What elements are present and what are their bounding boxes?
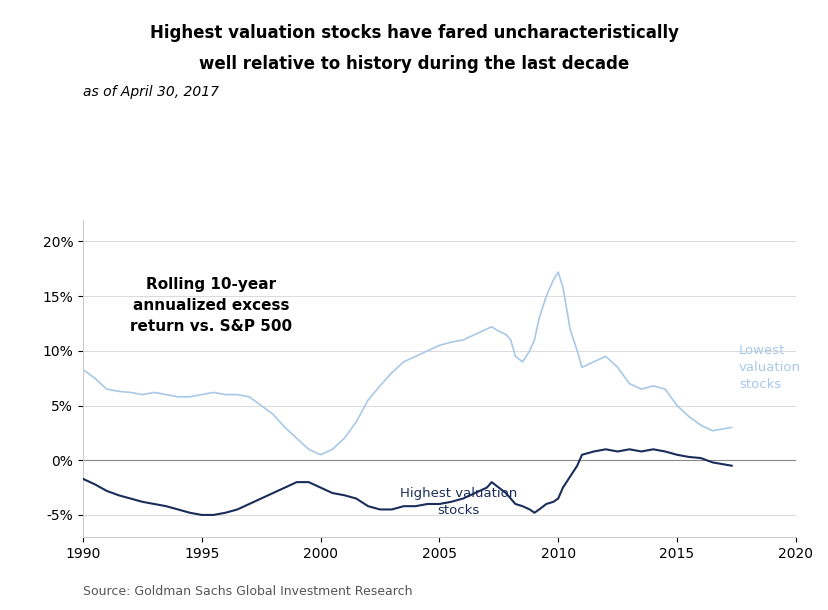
- Text: well relative to history during the last decade: well relative to history during the last…: [200, 55, 628, 73]
- Text: Source: Goldman Sachs Global Investment Research: Source: Goldman Sachs Global Investment …: [83, 585, 412, 598]
- Text: as of April 30, 2017: as of April 30, 2017: [83, 85, 219, 99]
- Text: Lowest
valuation
stocks: Lowest valuation stocks: [738, 344, 800, 391]
- Text: Rolling 10-year
annualized excess
return vs. S&P 500: Rolling 10-year annualized excess return…: [130, 277, 292, 334]
- Text: Highest valuation stocks have fared uncharacteristically: Highest valuation stocks have fared unch…: [150, 24, 678, 43]
- Text: Highest valuation
stocks: Highest valuation stocks: [399, 487, 517, 517]
